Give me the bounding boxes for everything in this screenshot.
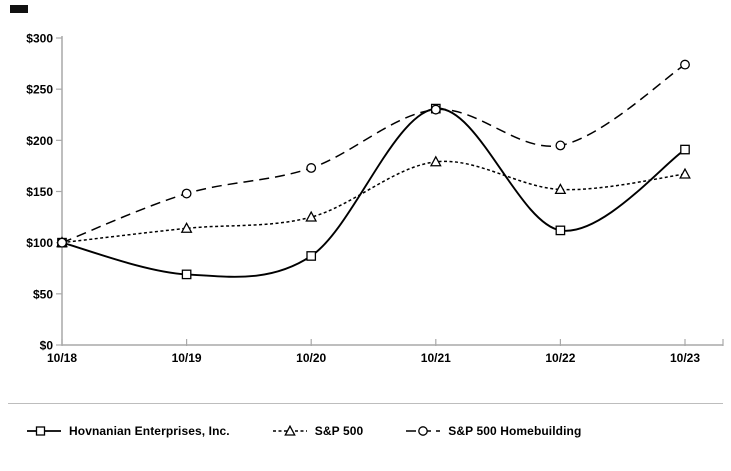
- legend-divider: [8, 403, 723, 404]
- x-axis-tick-label: 10/18: [47, 351, 77, 365]
- legend-label-hovnanian: Hovnanian Enterprises, Inc.: [69, 424, 230, 438]
- x-axis-tick-label: 10/23: [670, 351, 700, 365]
- data-marker-triangle: [429, 155, 442, 167]
- data-marker-triangle: [554, 183, 567, 195]
- legend-item-hovnanian: Hovnanian Enterprises, Inc.: [27, 424, 230, 438]
- series-line-1: [61, 160, 686, 244]
- legend-label-sp500: S&P 500: [314, 424, 364, 438]
- data-marker-circle: [57, 237, 67, 248]
- x-axis-tick-label: 10/19: [172, 351, 202, 365]
- data-marker-circle: [181, 188, 192, 199]
- data-marker-triangle: [180, 221, 193, 233]
- data-marker-circle: [555, 140, 566, 151]
- long-dash-line-circle-marker-icon: [406, 426, 441, 436]
- y-axis-tick-label: $250: [26, 83, 53, 97]
- legend-item-homebuilding: S&P 500 Homebuilding: [406, 424, 581, 438]
- legend-item-sp500: S&P 500: [272, 424, 364, 438]
- dashed-line-triangle-marker-icon: [272, 425, 307, 436]
- x-axis-tick-label: 10/20: [296, 351, 326, 365]
- data-marker-circle: [680, 59, 690, 70]
- solid-line-square-marker-icon: [27, 426, 61, 436]
- y-axis-tick-label: $0: [40, 339, 54, 353]
- data-marker-circle: [430, 104, 441, 115]
- data-marker-square: [680, 144, 690, 155]
- series-line-2: [61, 63, 686, 244]
- y-axis-tick-label: $50: [33, 287, 53, 301]
- y-axis-tick-label: $100: [26, 236, 53, 250]
- data-marker-circle: [306, 163, 317, 173]
- chart-legend: Hovnanian Enterprises, Inc. S&P 500 S&P …: [0, 424, 731, 438]
- y-axis-tick-label: $150: [26, 185, 53, 199]
- y-axis-tick-label: $300: [26, 32, 53, 46]
- x-axis-tick-label: 10/22: [545, 351, 575, 365]
- data-marker-triangle: [305, 210, 318, 222]
- x-axis-tick-label: 10/21: [421, 351, 451, 365]
- data-marker-triangle: [679, 167, 691, 179]
- performance-plot-svg: $300 $250 $200 $150 $100 $50 $010/18 10/19 10/20…: [26, 32, 724, 365]
- corner-artifact-box: [10, 5, 28, 13]
- y-axis-tick-label: $200: [26, 134, 53, 148]
- data-marker-square: [555, 225, 566, 236]
- data-marker-square: [306, 251, 317, 261]
- legend-label-homebuilding: S&P 500 Homebuilding: [448, 424, 582, 438]
- data-marker-square: [181, 269, 192, 280]
